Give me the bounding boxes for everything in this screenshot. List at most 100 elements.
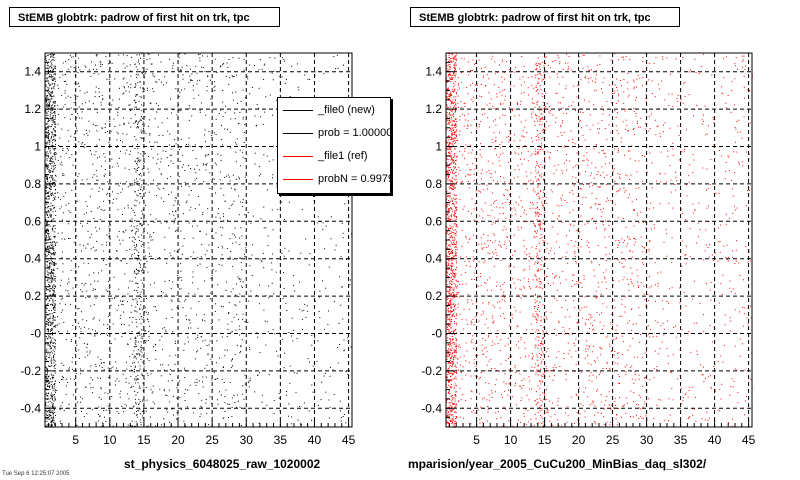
scatter-point (47, 178, 48, 180)
scatter-point (462, 283, 464, 285)
scatter-points-left (45, 53, 352, 428)
scatter-point (140, 129, 142, 131)
scatter-point (135, 230, 137, 232)
scatter-point (454, 125, 456, 127)
scatter-point (50, 156, 52, 158)
scatter-point (451, 137, 453, 139)
scatter-point (133, 355, 135, 357)
scatter-point (455, 137, 457, 139)
scatter-point (315, 300, 317, 302)
scatter-point (53, 57, 55, 59)
scatter-point (236, 344, 238, 346)
scatter-point (136, 300, 138, 302)
scatter-point (237, 276, 239, 278)
scatter-point (96, 130, 98, 132)
scatter-point (453, 124, 455, 126)
scatter-point (49, 151, 51, 153)
scatter-point (168, 227, 170, 229)
scatter-point (53, 253, 54, 255)
scatter-point (230, 118, 232, 120)
scatter-point (134, 378, 136, 380)
scatter-point (448, 61, 449, 63)
scatter-point (45, 187, 47, 189)
scatter-point (135, 161, 137, 163)
scatter-point (245, 97, 246, 98)
scatter-point (53, 357, 54, 359)
scatter-point (47, 297, 49, 299)
scatter-point (235, 161, 237, 163)
scatter-point (495, 252, 497, 254)
scatter-point (220, 109, 222, 111)
scatter-point (205, 114, 207, 116)
scatter-point (68, 368, 70, 370)
scatter-point (101, 367, 103, 368)
scatter-point (446, 93, 448, 95)
scatter-point (214, 81, 215, 83)
scatter-point (53, 197, 55, 199)
scatter-point (221, 254, 223, 256)
x-tick-label: 25 (205, 433, 219, 447)
scatter-point (447, 107, 449, 108)
scatter-point (52, 109, 54, 111)
scatter-point (446, 353, 448, 355)
scatter-point (60, 405, 62, 407)
scatter-point (452, 265, 454, 267)
scatter-point (45, 190, 47, 192)
scatter-point (266, 404, 268, 406)
scatter-point (447, 123, 449, 125)
scatter-point (499, 153, 501, 155)
scatter-point (77, 308, 79, 310)
scatter-point (507, 358, 509, 360)
scatter-point (135, 181, 137, 183)
scatter-point (49, 263, 51, 265)
scatter-point (54, 121, 56, 123)
scatter-point (47, 94, 49, 96)
scatter-point (450, 102, 452, 104)
scatter-point (87, 243, 89, 245)
scatter-point (344, 203, 346, 205)
scatter-point (46, 142, 48, 144)
scatter-point (447, 165, 449, 167)
scatter-point (52, 179, 54, 181)
scatter-point (129, 248, 131, 250)
scatter-point (92, 123, 94, 125)
scatter-point (124, 332, 126, 333)
scatter-point (495, 391, 496, 393)
scatter-point (53, 88, 55, 90)
scatter-point (237, 400, 239, 402)
scatter-point (62, 263, 64, 265)
scatter-point (506, 61, 508, 63)
scatter-point (454, 383, 456, 385)
scatter-point (466, 87, 468, 89)
scatter-point (460, 57, 462, 59)
scatter-point (120, 191, 122, 193)
scatter-point (54, 130, 56, 132)
scatter-point (45, 402, 47, 404)
scatter-point (189, 319, 191, 321)
scatter-point (177, 106, 179, 108)
scatter-point (51, 242, 53, 244)
scatter-point (450, 181, 452, 183)
scatter-point (206, 250, 208, 252)
scatter-point (453, 289, 455, 291)
scatter-point (49, 169, 51, 171)
scatter-point (160, 173, 162, 175)
scatter-point (446, 218, 448, 219)
scatter-point (54, 339, 56, 341)
scatter-point (48, 418, 50, 420)
scatter-point (50, 61, 52, 63)
scatter-point (307, 310, 309, 312)
scatter-point (135, 310, 137, 312)
scatter-point (452, 404, 454, 406)
scatter-point (454, 155, 456, 157)
scatter-point (53, 129, 55, 131)
scatter-point (450, 298, 452, 300)
scatter-point (52, 145, 54, 147)
scatter-point (137, 180, 139, 182)
scatter-point (54, 411, 56, 413)
scatter-point (251, 274, 253, 276)
scatter-point (100, 377, 101, 379)
scatter-point (140, 349, 142, 351)
scatter-point (301, 319, 303, 321)
scatter-point (254, 152, 256, 154)
